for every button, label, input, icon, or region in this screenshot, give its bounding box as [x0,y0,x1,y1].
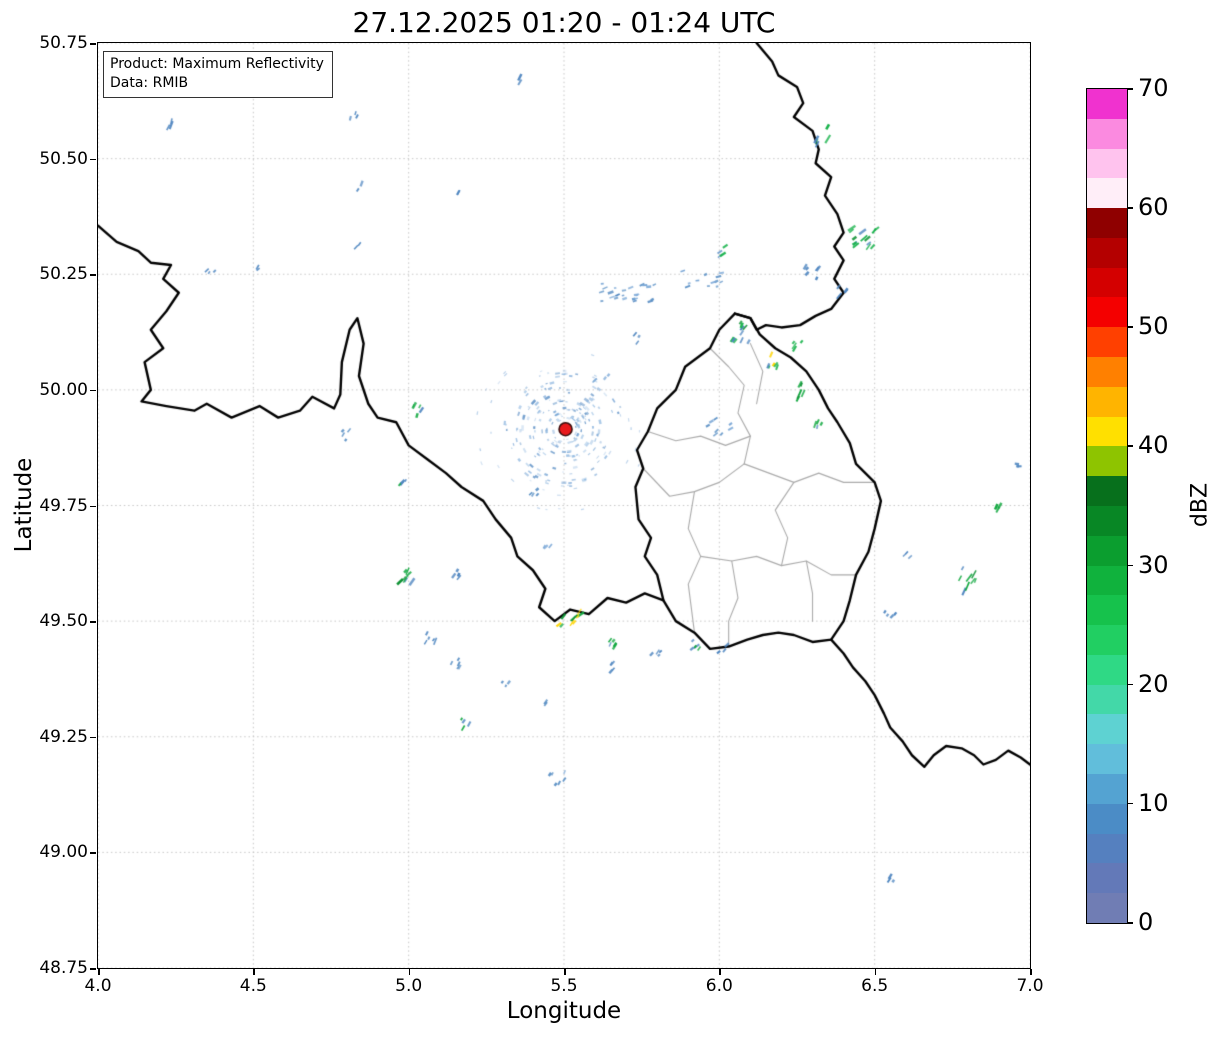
colorbar-step [1087,625,1127,655]
product-info-box: Product: Maximum Reflectivity Data: RMIB [103,51,333,98]
colorbar-step [1087,684,1127,715]
colorbar-tick-label: 60 [1138,193,1169,222]
colorbar-step [1087,386,1127,417]
colorbar-step [1087,416,1127,447]
y-tick-label: 49.25 [39,726,88,747]
colorbar-step [1087,446,1127,477]
colorbar-step [1087,714,1127,745]
colorbar-step [1087,89,1127,119]
colorbar-tick-label: 0 [1138,908,1154,936]
colorbar-step [1087,505,1127,536]
y-tick-label: 50.25 [39,264,88,285]
x-tick-label: 4.0 [84,976,112,996]
x-tick-label: 7.0 [1016,976,1044,996]
y-tick-mark [90,43,96,45]
colorbar-step [1087,476,1127,506]
x-tick-mark [253,969,255,975]
colorbar-step [1087,208,1127,238]
y-tick-mark [90,158,96,161]
colorbar [1086,88,1128,924]
colorbar-tick-mark [1127,88,1133,90]
x-tick-mark [719,969,721,975]
colorbar-step [1087,118,1127,149]
colorbar-tick-mark [1127,445,1133,447]
y-tick-mark [90,621,96,623]
x-tick-label: 6.0 [705,976,733,996]
y-tick-mark [90,852,96,854]
colorbar-tick-mark [1127,922,1133,924]
colorbar-tick-label: 10 [1138,788,1169,817]
colorbar-tick-mark [1127,326,1133,328]
y-tick-mark [90,505,96,507]
x-tick-label: 5.0 [395,976,423,996]
y-tick-label: 50.75 [39,33,88,53]
colorbar-tick-mark [1127,564,1133,567]
colorbar-step [1087,178,1127,209]
y-tick-label: 50.50 [39,148,88,169]
colorbar-step [1087,833,1127,864]
x-tick-mark [564,969,566,975]
colorbar-step [1087,535,1127,566]
colorbar-tick-label: 20 [1138,669,1169,698]
colorbar-step [1087,237,1127,268]
x-tick-label: 6.5 [861,976,889,996]
y-tick-label: 48.75 [39,958,88,978]
colorbar-tick-mark [1127,802,1133,805]
colorbar-label: dBZ [1187,482,1213,528]
colorbar-tick-mark [1127,207,1133,209]
colorbar-step [1087,327,1127,358]
data-source-line: Data: RMIB [110,74,189,91]
y-tick-label: 50.00 [39,379,88,400]
colorbar-step [1087,565,1127,596]
colorbar-step [1087,893,1127,923]
y-tick-mark [90,274,96,276]
radar-map-canvas [98,43,1030,968]
y-tick-label: 49.00 [39,842,88,863]
colorbar-step [1087,744,1127,774]
plot-title: 27.12.2025 01:20 - 01:24 UTC [352,6,776,39]
colorbar-tick-label: 70 [1138,74,1169,102]
y-tick-label: 49.50 [39,611,88,632]
colorbar-step [1087,267,1127,298]
colorbar-step [1087,803,1127,834]
x-tick-mark [874,969,877,975]
colorbar-step [1087,773,1127,804]
x-tick-mark [1030,969,1032,975]
colorbar-step [1087,863,1127,894]
colorbar-tick-label: 40 [1138,431,1169,460]
colorbar-tick-label: 50 [1138,312,1169,341]
y-tick-mark [90,968,96,970]
x-tick-label: 4.5 [239,976,267,996]
y-tick-mark [90,389,96,392]
colorbar-step [1087,297,1127,328]
y-tick-label: 49.75 [39,495,88,516]
x-axis-label: Longitude [506,998,622,1024]
map-plot-area: Product: Maximum Reflectivity Data: RMIB [97,42,1031,969]
colorbar-tick-label: 30 [1138,550,1169,579]
x-tick-mark [408,969,411,975]
colorbar-tick-mark [1127,683,1133,686]
product-name-line: Product: Maximum Reflectivity [110,56,324,72]
x-tick-mark [98,969,100,975]
colorbar-step [1087,654,1127,685]
colorbar-step [1087,148,1127,179]
y-tick-mark [90,736,96,739]
colorbar-step [1087,595,1127,626]
colorbar-step [1087,357,1127,387]
x-tick-label: 5.5 [550,976,578,996]
